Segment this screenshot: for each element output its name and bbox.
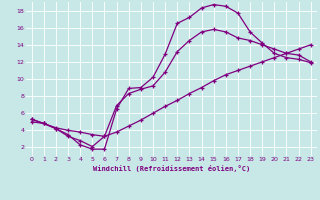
X-axis label: Windchill (Refroidissement éolien,°C): Windchill (Refroidissement éolien,°C) bbox=[92, 165, 250, 172]
